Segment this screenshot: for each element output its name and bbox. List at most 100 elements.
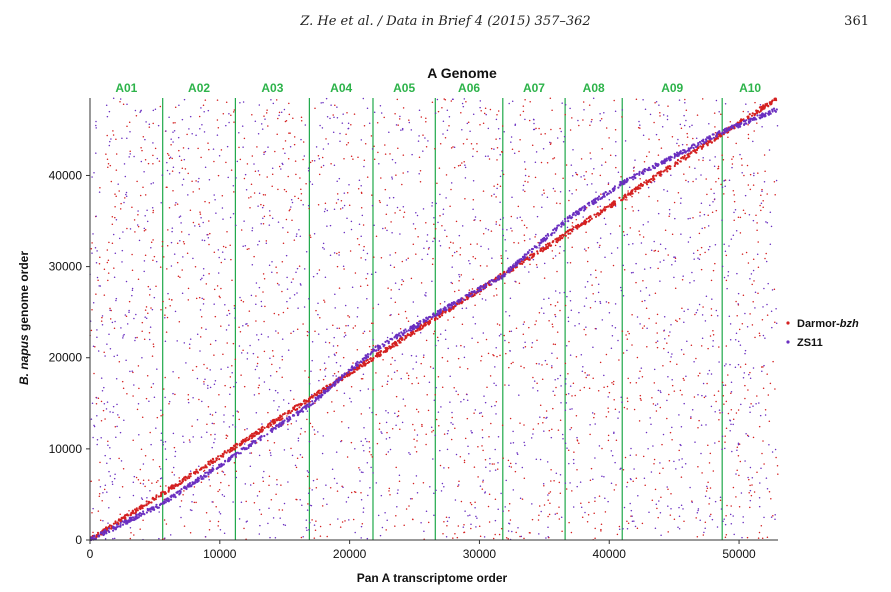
scatter-point — [677, 526, 679, 528]
scatter-point — [499, 137, 501, 140]
scatter-point — [379, 201, 381, 204]
scatter-point — [655, 174, 658, 177]
scatter-point — [680, 127, 683, 130]
scatter-point — [572, 382, 575, 385]
scatter-point — [480, 109, 482, 112]
scatter-point — [381, 432, 383, 435]
scatter-point — [620, 289, 623, 292]
scatter-point — [442, 133, 444, 135]
scatter-point — [142, 479, 145, 482]
scatter-point — [391, 342, 394, 345]
scatter-point — [723, 193, 725, 195]
scatter-point — [92, 436, 94, 439]
scatter-point — [721, 265, 724, 268]
scatter-point — [315, 309, 317, 312]
scatter-point — [472, 278, 474, 280]
scatter-point — [284, 524, 287, 526]
scatter-point — [354, 491, 357, 493]
scatter-point — [548, 320, 550, 322]
scatter-point — [129, 150, 131, 153]
scatter-point — [614, 303, 617, 305]
scatter-point — [249, 434, 252, 438]
scatter-point — [493, 463, 495, 465]
scatter-point — [541, 206, 543, 208]
scatter-point — [702, 159, 704, 162]
scatter-point — [401, 183, 403, 186]
scatter-point — [385, 453, 388, 456]
scatter-point — [325, 138, 327, 140]
scatter-point — [494, 498, 497, 501]
scatter-point — [188, 482, 192, 485]
scatter-point — [162, 441, 164, 443]
scatter-point — [279, 517, 281, 519]
scatter-point — [550, 128, 552, 131]
scatter-point — [131, 289, 134, 291]
scatter-point — [183, 490, 185, 492]
scatter-point — [500, 492, 502, 495]
scatter-point — [442, 208, 445, 210]
scatter-point — [192, 191, 194, 193]
scatter-point — [756, 253, 759, 255]
scatter-point — [256, 495, 259, 497]
scatter-point — [281, 261, 284, 263]
scatter-point — [678, 99, 681, 101]
scatter-point — [614, 128, 617, 131]
scatter-point — [528, 119, 531, 122]
scatter-point — [482, 479, 484, 482]
scatter-point — [350, 155, 353, 157]
scatter-point — [165, 485, 167, 487]
scatter-point — [189, 441, 191, 443]
scatter-point — [607, 434, 610, 437]
scatter-point — [603, 386, 605, 389]
scatter-point — [140, 504, 143, 507]
scatter-point — [312, 479, 315, 482]
scatter-point — [419, 326, 422, 329]
scatter-point — [662, 114, 665, 116]
scatter-point — [642, 280, 644, 282]
scatter-point — [113, 355, 115, 358]
scatter-point — [368, 450, 371, 453]
scatter-point — [216, 134, 219, 136]
scatter-point — [343, 231, 346, 234]
scatter-point — [268, 388, 271, 391]
scatter-point — [132, 439, 134, 441]
scatter-point — [559, 492, 562, 494]
scatter-point — [712, 340, 714, 342]
scatter-point — [714, 156, 716, 158]
scatter-point — [343, 192, 346, 194]
scatter-point — [102, 491, 104, 494]
scatter-point — [640, 399, 642, 401]
scatter-point — [747, 111, 749, 113]
scatter-point — [281, 413, 285, 416]
scatter-point — [775, 307, 777, 310]
scatter-point — [730, 390, 733, 393]
scatter-point — [659, 111, 661, 114]
scatter-point — [681, 156, 684, 159]
scatter-point — [176, 261, 179, 264]
scatter-point — [307, 204, 310, 207]
scatter-point — [453, 290, 456, 293]
scatter-point — [569, 262, 572, 264]
scatter-point — [296, 404, 299, 407]
scatter-point — [282, 147, 284, 150]
chromosome-label: A10 — [739, 81, 761, 95]
scatter-point — [444, 229, 446, 232]
scatter-point — [293, 398, 295, 400]
scatter-point — [583, 305, 586, 307]
scatter-point — [453, 316, 455, 319]
scatter-point — [747, 389, 749, 391]
scatter-point — [631, 189, 634, 192]
scatter-point — [735, 229, 738, 232]
scatter-point — [344, 334, 347, 337]
scatter-point — [519, 114, 522, 116]
scatter-point — [695, 137, 698, 140]
scatter-point — [251, 155, 254, 157]
scatter-point — [317, 154, 320, 157]
scatter-point — [322, 164, 325, 167]
scatter-point — [218, 256, 220, 259]
scatter-point — [654, 527, 657, 529]
scatter-point — [282, 399, 285, 401]
scatter-point — [184, 168, 187, 170]
scatter-point — [494, 404, 496, 407]
scatter-point — [721, 219, 723, 221]
